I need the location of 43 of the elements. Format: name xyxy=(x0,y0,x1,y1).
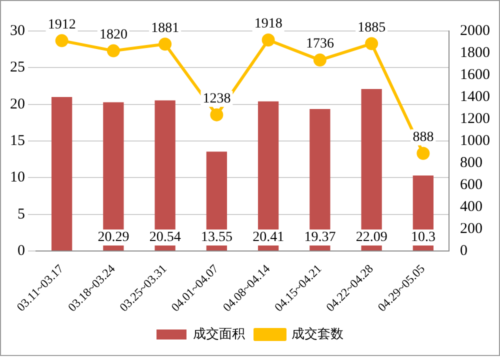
point xyxy=(365,37,378,50)
point xyxy=(416,146,430,160)
y2-tick-label: 1800 xyxy=(460,44,490,61)
y-tick-label: 0 xyxy=(18,242,25,259)
y2-tick-label: 800 xyxy=(460,154,482,171)
data-label: 10.3 xyxy=(410,230,436,246)
y2-tick-label: 0 xyxy=(460,242,468,259)
point xyxy=(210,108,224,122)
y-tick-label: 15 xyxy=(10,132,25,149)
data-label: 1820 xyxy=(99,27,128,42)
point xyxy=(313,54,326,67)
data-label: 20.54 xyxy=(149,230,181,246)
point xyxy=(262,34,275,47)
data-label: 19.37 xyxy=(304,230,336,246)
y-tick-label: 5 xyxy=(18,206,25,222)
data-label: 13.55 xyxy=(200,230,232,246)
y2-tick-label: 1200 xyxy=(460,110,490,127)
y2-tick-label: 2000 xyxy=(460,22,490,39)
data-label: 1238 xyxy=(202,92,231,107)
y2-tick-label: 400 xyxy=(460,198,482,215)
point xyxy=(158,38,172,51)
bar xyxy=(51,97,72,251)
data-label: 1881 xyxy=(151,20,180,36)
legend-label: 成交套数 xyxy=(292,326,344,342)
data-label: 1918 xyxy=(254,16,282,32)
data-label: 1885 xyxy=(358,20,386,36)
y2-tick-label: 1600 xyxy=(460,66,490,83)
data-label: 20.29 xyxy=(98,230,130,246)
y-tick-label: 25 xyxy=(10,60,25,76)
y2-tick-label: 1000 xyxy=(460,132,490,149)
y2-tick-label: 200 xyxy=(460,220,482,237)
y-tick-label: 10 xyxy=(10,170,25,186)
data-label: 1736 xyxy=(306,36,334,52)
legend-label: 成交面积 xyxy=(193,326,245,342)
y-tick-label: 30 xyxy=(10,22,25,39)
point xyxy=(55,34,68,48)
y2-tick-label: 1400 xyxy=(460,88,490,105)
data-label: 22.09 xyxy=(356,230,388,246)
data-label: 20.41 xyxy=(252,230,284,246)
data-label: 888 xyxy=(412,130,434,146)
y2-tick-label: 600 xyxy=(460,176,482,193)
data-label: 1912 xyxy=(48,17,76,32)
y-tick-label: 20 xyxy=(10,96,25,112)
